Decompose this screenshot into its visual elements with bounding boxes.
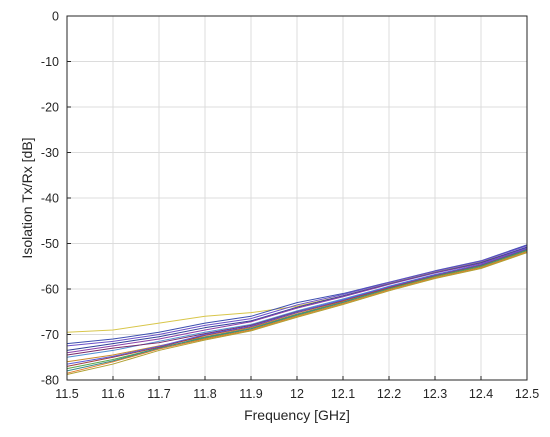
y-tick-label: -10 [41,55,59,69]
grid [67,16,527,380]
series-line-14 [66,252,528,376]
series-line-10 [66,251,528,374]
y-tick-label: 0 [52,10,59,24]
y-tick-label: -70 [41,328,59,342]
x-tick-label: 11.8 [193,387,216,401]
series-line-5 [66,247,528,354]
x-tick-label: 11.9 [239,387,262,401]
x-tick-label: 11.6 [101,387,124,401]
y-tick-label: -50 [41,237,59,251]
x-tick-label: 12.5 [515,387,539,401]
x-tick-label: 12.1 [331,387,355,401]
x-tick-label: 11.5 [55,387,78,401]
x-tick-label: 12.3 [423,387,447,401]
series-line-4 [66,246,528,351]
x-tick-label: 11.7 [147,387,170,401]
axis-ticks: 11.5 11.6 11.7 11.8 11.9 12 12.1 12.2 12.3 12.4 12… [41,10,539,402]
x-tick-label: 12.2 [377,387,401,401]
series-line-11 [66,249,528,372]
series-line-3 [66,245,528,347]
series-line-13 [66,248,528,365]
y-tick-label: -40 [41,192,59,206]
x-tick-label: 12 [290,387,304,401]
y-tick-label: -80 [41,374,59,388]
y-tick-label: -60 [41,283,59,297]
series-lines [66,244,528,376]
y-tick-label: -20 [41,101,59,115]
x-tick-label: 12.4 [469,387,493,401]
x-axis-label: Frequency [GHz] [244,407,350,423]
y-tick-label: -30 [41,146,59,160]
y-axis-label: Isolation Tx/Rx [dB] [19,137,35,258]
